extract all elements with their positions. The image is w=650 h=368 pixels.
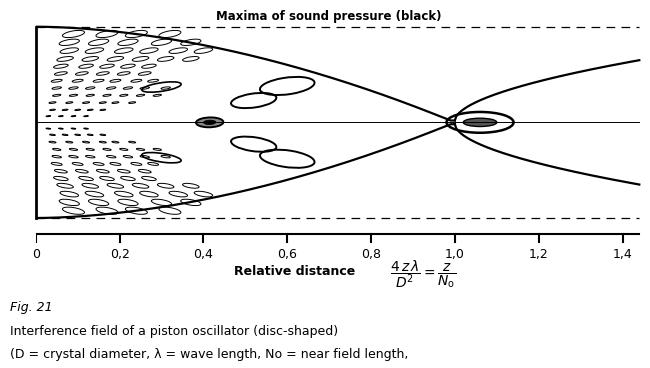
Ellipse shape <box>463 118 497 127</box>
Text: 0,2: 0,2 <box>110 248 129 262</box>
Ellipse shape <box>196 117 224 127</box>
Ellipse shape <box>203 120 216 125</box>
Text: Relative distance: Relative distance <box>234 265 356 278</box>
Text: Interference field of a piston oscillator (disc-shaped): Interference field of a piston oscillato… <box>10 325 338 338</box>
Text: (D = crystal diameter, λ = wave length, No = near field length,: (D = crystal diameter, λ = wave length, … <box>10 348 408 361</box>
Text: 0: 0 <box>32 248 40 262</box>
Text: $\dfrac{4\,z\,\lambda}{D^2} = \dfrac{z}{N_{\mathrm{o}}}$: $\dfrac{4\,z\,\lambda}{D^2} = \dfrac{z}{… <box>390 258 456 290</box>
Text: Fig. 21: Fig. 21 <box>10 301 53 314</box>
Text: 1,0: 1,0 <box>445 248 465 262</box>
Text: 0,8: 0,8 <box>361 248 381 262</box>
Text: 1,2: 1,2 <box>529 248 549 262</box>
Text: Maxima of sound pressure (black): Maxima of sound pressure (black) <box>216 10 442 22</box>
Text: 0,6: 0,6 <box>278 248 297 262</box>
Text: 1,4: 1,4 <box>613 248 632 262</box>
Text: 0,4: 0,4 <box>194 248 213 262</box>
